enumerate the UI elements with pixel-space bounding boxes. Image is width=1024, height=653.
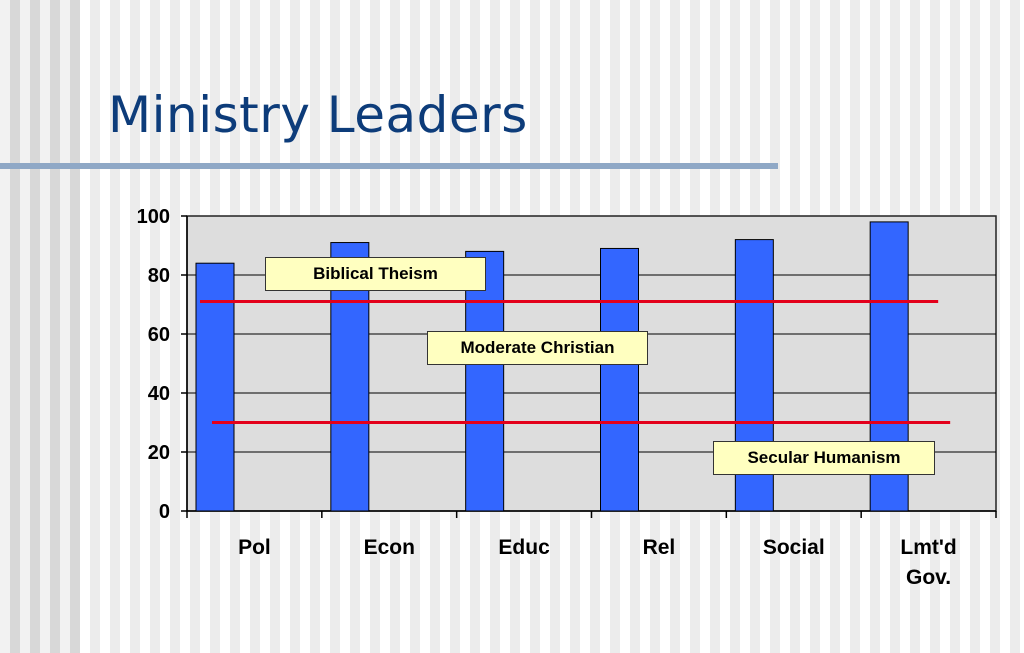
bar-rel [600, 247, 639, 512]
annotation-secular-humanism: Secular Humanism [713, 441, 935, 475]
y-tick-label: 60 [148, 324, 170, 346]
annotation-moderate-christian: Moderate Christian [427, 331, 648, 365]
y-tick-label: 80 [148, 265, 170, 287]
x-tick-label: Pol [238, 536, 271, 559]
annotation-biblical-theism: Biblical Theism [265, 257, 486, 291]
y-tick-label: 40 [148, 383, 170, 405]
x-tick-label: Lmt'd Gov. [900, 536, 956, 589]
bar-educ [465, 250, 505, 512]
y-tick-label: 20 [148, 442, 170, 464]
x-tick-label: Econ [364, 536, 415, 559]
background-stripe [0, 0, 80, 653]
x-tick-label: Educ [498, 536, 550, 559]
x-tick-label: Social [763, 536, 825, 559]
bar-pol [195, 262, 235, 512]
y-tick-label: 0 [159, 501, 170, 523]
page-title: Ministry Leaders [108, 86, 528, 144]
y-tick-label: 100 [137, 206, 170, 228]
title-divider [0, 163, 778, 169]
x-tick-label: Rel [643, 536, 676, 559]
